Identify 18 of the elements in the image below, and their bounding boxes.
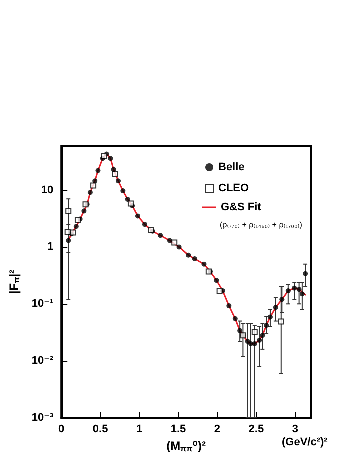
text: (GeV/c²)² xyxy=(282,436,328,448)
y-tick-label: 10⁻³ xyxy=(32,412,54,424)
x-tick-label: 0 xyxy=(58,424,65,436)
x-tick-label: 0.5 xyxy=(92,424,108,436)
x-tick-label: 1.5 xyxy=(170,424,186,436)
y-tick-label: 10⁻² xyxy=(32,355,54,368)
y-tick-label: 10 xyxy=(41,184,54,196)
legend-label: CLEO xyxy=(218,182,250,194)
legend-label: Belle xyxy=(218,162,245,174)
x-tick-label: 1 xyxy=(136,424,143,436)
x-tick-label: 2.5 xyxy=(248,424,264,436)
y-axis-title: |Fπ|² xyxy=(7,270,22,294)
annotation: (ρ₍₇₇₀₎ + ρ₍₁₄₅₀₎ + ρ₍₁₇₀₀₎) xyxy=(220,220,303,230)
x-tick-label: 2 xyxy=(214,424,221,436)
x-tick-label: 3 xyxy=(292,424,298,436)
y-tick-label: 1 xyxy=(47,241,54,254)
y-tick-label: 10⁻¹ xyxy=(32,298,54,310)
legend-label: G&S Fit xyxy=(221,202,262,214)
